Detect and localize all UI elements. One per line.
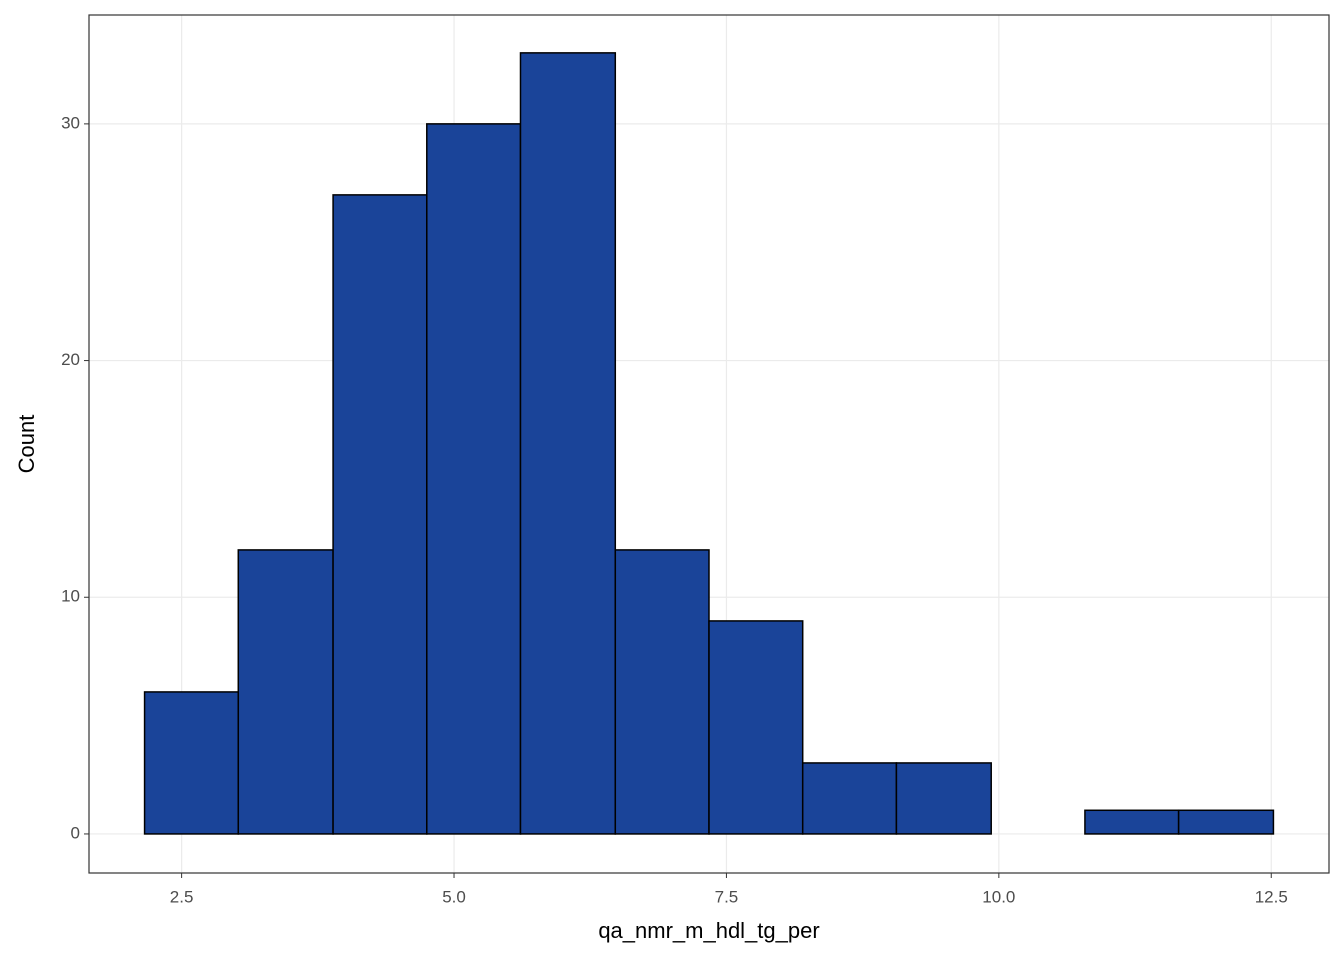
- bar: [426, 123, 522, 835]
- bar: [332, 194, 428, 835]
- y-axis-title: Count: [14, 415, 39, 474]
- x-tick-label: 2.5: [170, 887, 194, 906]
- bar: [143, 691, 240, 835]
- y-tick-label: 0: [71, 823, 80, 842]
- x-tick-label: 10.0: [982, 887, 1015, 906]
- bar: [519, 52, 617, 835]
- bar: [708, 620, 804, 835]
- x-tick-label: 5.0: [442, 887, 466, 906]
- bar: [237, 549, 334, 835]
- bar: [1084, 809, 1180, 835]
- x-tick-label: 7.5: [715, 887, 739, 906]
- y-tick-label: 20: [61, 350, 80, 369]
- y-tick-label: 30: [61, 113, 80, 132]
- y-tick-label: 10: [61, 587, 80, 606]
- bar: [801, 762, 898, 835]
- bar: [1177, 809, 1275, 835]
- bar: [614, 549, 710, 835]
- x-tick-label: 12.5: [1255, 887, 1288, 906]
- plot-border: [88, 14, 1330, 874]
- bar: [895, 762, 992, 835]
- x-axis-title: qa_nmr_m_hdl_tg_per: [598, 918, 819, 943]
